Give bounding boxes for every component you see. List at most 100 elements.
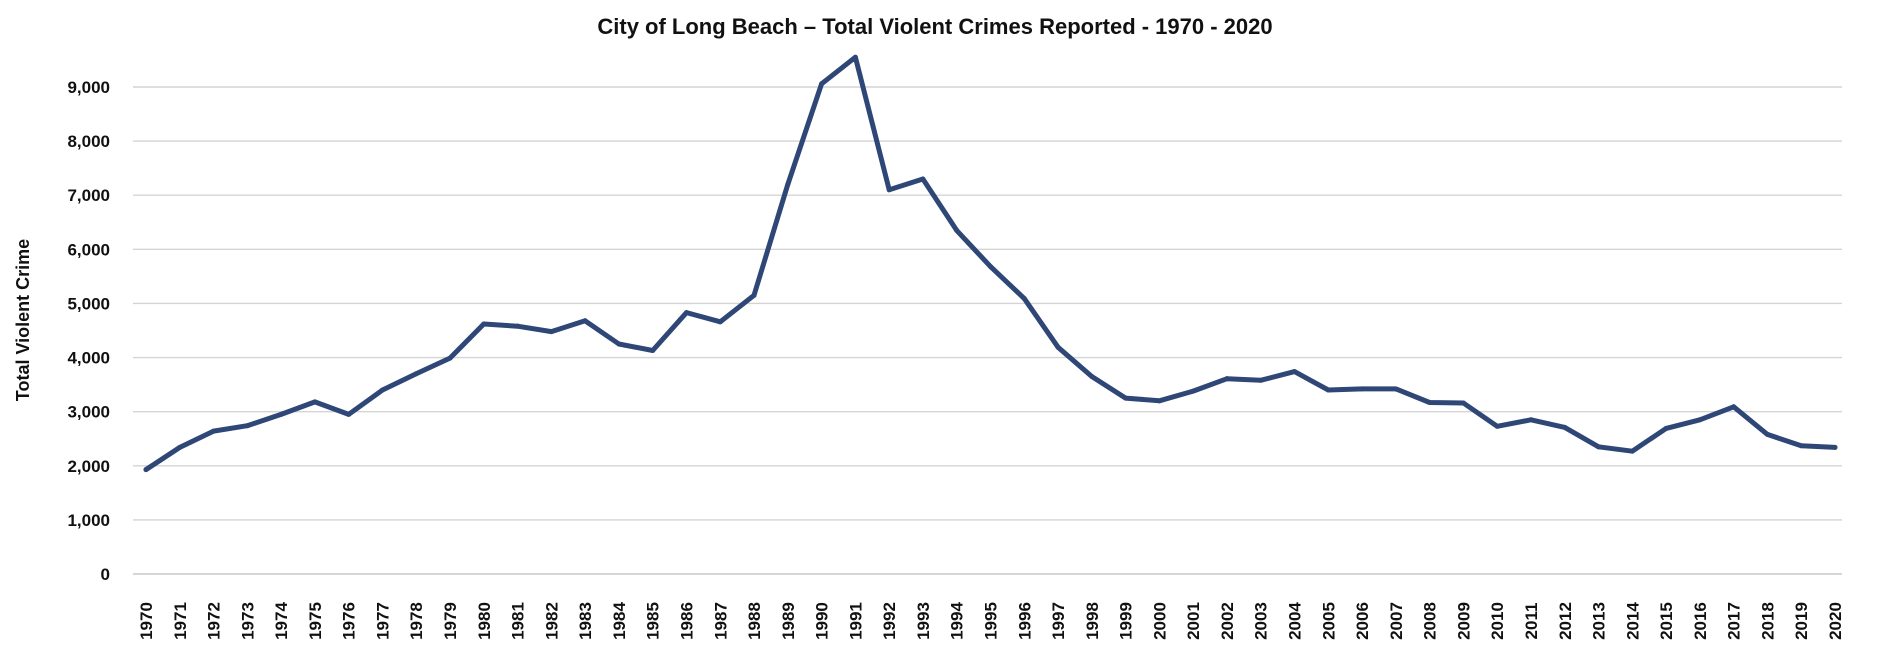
data-point-2003	[1258, 377, 1264, 383]
x-tick-label: 1971	[171, 602, 190, 640]
x-tick-label: 1977	[373, 602, 392, 640]
x-tick-label: 1998	[1083, 602, 1102, 640]
data-point-2013	[1596, 444, 1602, 450]
data-point-1979	[447, 355, 453, 361]
data-point-1995	[988, 264, 993, 270]
y-tick-label: 3,000	[67, 403, 110, 422]
data-point-1993	[920, 176, 926, 182]
y-tick-label: 6,000	[67, 240, 110, 259]
data-point-1972	[211, 428, 217, 434]
x-tick-label: 1983	[576, 602, 595, 640]
x-tick-label: 2002	[1218, 602, 1237, 640]
data-point-1988	[751, 292, 757, 298]
data-point-1986	[683, 310, 689, 316]
x-tick-label: 1979	[441, 602, 460, 640]
x-tick-label: 1996	[1015, 602, 1034, 640]
gridlines	[133, 86, 1842, 575]
data-point-2017	[1731, 404, 1737, 410]
data-point-2000	[1156, 398, 1162, 404]
data-point-2005	[1325, 387, 1331, 393]
data-point-1983	[582, 318, 588, 324]
data-point-1989	[785, 181, 791, 187]
x-tick-label: 1988	[745, 602, 764, 640]
data-point-2016	[1697, 417, 1703, 423]
data-point-1985	[650, 348, 656, 354]
x-tick-label: 1986	[677, 602, 696, 640]
y-axis-ticks: 0 1,000 2,000 3,000 4,000 5,000 6,000 7,000 8,00…	[67, 78, 110, 584]
x-tick-label: 1999	[1117, 602, 1136, 640]
data-point-1981	[515, 323, 521, 329]
x-tick-label: 2003	[1252, 602, 1271, 640]
data-point-2011	[1528, 417, 1534, 423]
x-tick-label: 1982	[542, 602, 561, 640]
data-point-1987	[717, 319, 723, 325]
data-point-1996	[1021, 296, 1027, 302]
x-axis-ticks: 1970 1971 1972 1973 1974 1975 1976 1977 1978 1979…	[137, 602, 1845, 640]
x-tick-label: 1970	[137, 602, 156, 640]
y-tick-label: 5,000	[67, 294, 110, 313]
data-point-1982	[548, 329, 554, 335]
data-point-2019	[1798, 443, 1804, 449]
x-tick-label: 1993	[914, 602, 933, 640]
data-point-1992	[886, 187, 892, 193]
data-point-2004	[1292, 369, 1298, 375]
data-point-2006	[1359, 386, 1365, 392]
data-point-2001	[1190, 388, 1196, 394]
x-tick-label: 1976	[340, 602, 359, 640]
x-tick-label: 2006	[1353, 602, 1372, 640]
x-tick-label: 2009	[1454, 602, 1473, 640]
x-tick-label: 1992	[880, 602, 899, 640]
y-axis-label: Total Violent Crime	[13, 239, 33, 401]
x-tick-label: 1987	[711, 602, 730, 640]
x-tick-label: 2004	[1286, 602, 1305, 640]
x-tick-label: 2015	[1657, 602, 1676, 640]
x-tick-label: 2005	[1319, 602, 1338, 640]
x-tick-label: 2014	[1623, 602, 1642, 640]
data-point-1997	[1055, 344, 1061, 350]
x-tick-label: 1989	[779, 602, 798, 640]
x-tick-label: 1981	[509, 602, 528, 640]
data-point-2007	[1393, 386, 1399, 392]
y-tick-label: 8,000	[67, 132, 110, 151]
data-point-2012	[1562, 424, 1568, 430]
data-point-2009	[1460, 400, 1466, 406]
x-tick-label: 1990	[813, 602, 832, 640]
y-tick-label: 1,000	[67, 511, 110, 530]
data-point-2014	[1629, 448, 1635, 454]
y-tick-label: 4,000	[67, 349, 110, 368]
x-tick-label: 2001	[1184, 602, 1203, 640]
x-tick-label: 2010	[1488, 602, 1507, 640]
data-point-1998	[1089, 373, 1095, 379]
data-point-1980	[481, 321, 487, 327]
chart-title: City of Long Beach – Total Violent Crime…	[597, 14, 1272, 39]
x-tick-label: 1995	[982, 602, 1001, 640]
data-point-1994	[954, 227, 960, 233]
data-point-1975	[312, 399, 318, 405]
x-tick-label: 1974	[272, 602, 291, 640]
x-tick-label: 2000	[1150, 602, 1169, 640]
x-tick-label: 1973	[238, 602, 257, 640]
series-layer	[143, 54, 1838, 473]
x-tick-label: 2012	[1556, 602, 1575, 640]
x-tick-label: 2013	[1590, 602, 1609, 640]
data-point-2002	[1224, 376, 1230, 382]
x-tick-label: 2016	[1691, 602, 1710, 640]
x-tick-label: 2020	[1826, 602, 1845, 640]
data-point-1970	[143, 467, 149, 473]
y-tick-label: 9,000	[67, 78, 110, 97]
data-point-1977	[379, 387, 385, 393]
data-point-2008	[1427, 399, 1433, 405]
x-tick-label: 2017	[1725, 602, 1744, 640]
y-tick-label: 7,000	[67, 186, 110, 205]
y-tick-label: 2,000	[67, 457, 110, 476]
x-tick-label: 1991	[846, 602, 865, 640]
data-point-2020	[1832, 444, 1838, 450]
data-point-1978	[413, 371, 419, 377]
x-tick-label: 2018	[1758, 602, 1777, 640]
y-tick-label: 0	[101, 565, 110, 584]
data-point-1974	[278, 411, 284, 417]
x-tick-label: 1997	[1049, 602, 1068, 640]
data-point-1990	[819, 81, 825, 87]
